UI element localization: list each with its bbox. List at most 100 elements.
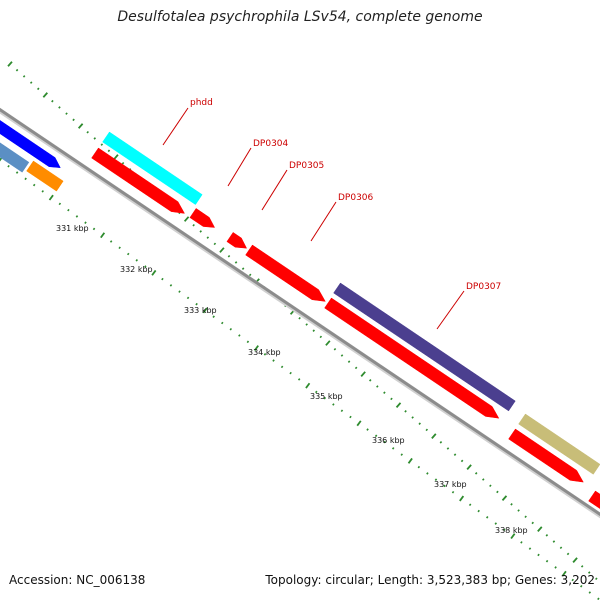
outer-tick: [42, 92, 48, 98]
outer-tick: [340, 354, 344, 357]
outer-tick: [531, 521, 534, 525]
feature-track: [0, 120, 600, 509]
inner-tick: [400, 453, 403, 456]
inner-tick: [75, 215, 79, 218]
outer-tick: [7, 61, 13, 67]
inner-tick: [118, 246, 121, 250]
inner-tick-ring: [0, 157, 600, 600]
outer-tick: [234, 261, 238, 264]
ruler-label-333-kbp: 333 kbp: [184, 306, 217, 315]
outer-tick: [65, 112, 68, 115]
inner-tick: [135, 259, 139, 262]
inner-tick: [178, 290, 181, 293]
inner-tick: [391, 447, 395, 450]
outer-tick: [453, 453, 457, 456]
outer-tick: [113, 154, 119, 160]
outer-tick: [439, 441, 443, 444]
outer-tick: [425, 428, 429, 432]
outer-tick: [107, 149, 111, 153]
gene-label-dp0307: DP0307: [466, 282, 501, 292]
gene-label-dp0305: DP0305: [289, 161, 324, 171]
outer-tick: [72, 118, 75, 122]
outer-tick: [360, 371, 366, 377]
outer-tick: [517, 509, 520, 512]
inner-tick: [186, 296, 190, 300]
inner-tick: [109, 240, 113, 243]
outer-tick: [580, 565, 584, 568]
inner-tick: [58, 202, 62, 206]
ruler-label-335-kbp: 335 kbp: [310, 392, 343, 401]
outer-tick: [411, 416, 414, 419]
inner-tick: [32, 183, 36, 187]
red-gene-5: [324, 297, 500, 419]
inner-tick: [289, 371, 292, 375]
outer-tick: [241, 267, 245, 270]
outer-tick: [482, 478, 485, 481]
inner-tick: [554, 566, 557, 569]
outer-tick: [248, 273, 252, 277]
outer-tick: [559, 546, 563, 550]
outer-tick: [354, 366, 358, 370]
inner-tick: [528, 547, 532, 550]
outer-tick: [460, 459, 464, 463]
inner-tick: [545, 559, 549, 563]
gene-label-dp0306: DP0306: [338, 193, 374, 203]
red-gene-4: [245, 244, 326, 302]
leader-dp0305: [261, 169, 288, 211]
steel-gene: [0, 142, 30, 173]
outer-tick: [524, 515, 527, 519]
inner-tick: [305, 382, 311, 389]
leader-dp0307: [436, 290, 465, 330]
outer-tick: [29, 81, 33, 84]
ruler-label-337-kbp: 337 kbp: [434, 480, 467, 489]
inner-tick: [15, 171, 19, 174]
ruler-label-336-kbp: 336 kbp: [372, 436, 405, 445]
red-gene-6: [508, 428, 584, 483]
inner-tick: [561, 570, 567, 577]
inner-tick: [434, 478, 438, 481]
outer-tick: [319, 335, 323, 339]
inner-tick: [238, 334, 241, 337]
purple-gene-dp0307: [333, 282, 516, 412]
outer-tick: [183, 216, 190, 222]
inner-tick: [263, 353, 267, 356]
map-title: Desulfotalea psychrophila LSv54, complet…: [117, 9, 483, 25]
inner-tick: [67, 208, 70, 212]
inner-tick: [221, 321, 224, 325]
outer-tick: [36, 87, 40, 91]
outer-tick: [206, 236, 210, 239]
inner-tick: [161, 277, 164, 281]
inner-tick: [100, 232, 106, 239]
outer-tick: [376, 385, 379, 388]
inner-tick: [349, 415, 352, 419]
outer-tick: [227, 254, 231, 258]
outer-tick: [333, 348, 337, 351]
inner-tick: [597, 597, 600, 600]
outer-tick: [545, 534, 549, 537]
inner-tick: [580, 584, 583, 588]
khaki-gene: [518, 413, 600, 475]
red-gene-1: [91, 147, 185, 214]
outer-tick: [390, 397, 393, 401]
outer-tick: [431, 433, 437, 439]
outer-tick: [496, 490, 499, 494]
outer-tick: [418, 422, 421, 425]
inner-tick: [443, 484, 446, 488]
outer-tick: [22, 75, 26, 78]
inner-tick: [332, 403, 335, 406]
inner-tick: [494, 522, 498, 525]
ruler-labels: 331 kbp 332 kbp 333 kbp 334 kbp 335 kbp 336 k…: [56, 224, 528, 535]
accession-label: Accession: NC_006138: [9, 573, 146, 587]
inner-tick: [315, 390, 318, 394]
inner-tick: [229, 327, 233, 331]
inner-tick: [485, 516, 489, 519]
outer-tick: [305, 323, 308, 326]
outer-tick: [383, 391, 386, 394]
outer-tick: [298, 316, 301, 320]
ruler-label-334-kbp: 334 kbp: [248, 348, 281, 357]
outer-tick: [587, 571, 591, 574]
leader-dp0304: [227, 147, 252, 187]
outer-tick: [325, 340, 331, 346]
